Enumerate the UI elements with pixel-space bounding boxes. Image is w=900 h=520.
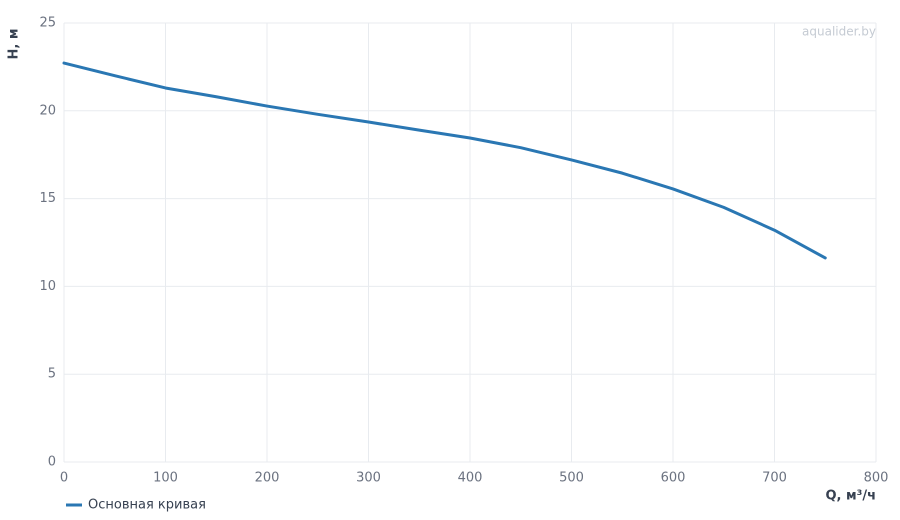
y-tick-label: 25 bbox=[39, 16, 56, 31]
x-tick-label: 300 bbox=[356, 471, 381, 486]
x-tick-label: 200 bbox=[255, 471, 280, 486]
y-tick-label: 5 bbox=[48, 367, 56, 382]
x-tick-label: 700 bbox=[762, 471, 787, 486]
y-tick-label: 20 bbox=[39, 103, 56, 118]
x-tick-label: 600 bbox=[661, 471, 686, 486]
series-line bbox=[62, 61, 827, 260]
y-tick-label: 10 bbox=[39, 279, 56, 294]
x-tick-label: 800 bbox=[864, 471, 889, 486]
y-tick-label: 15 bbox=[39, 191, 56, 206]
x-axis-title: Q, м³/ч bbox=[825, 489, 876, 504]
x-tick-label: 400 bbox=[458, 471, 483, 486]
watermark: aqualider.by bbox=[802, 25, 876, 39]
x-tick-label: 0 bbox=[60, 471, 68, 486]
x-tick-label: 100 bbox=[153, 471, 178, 486]
y-axis-title: H, м bbox=[7, 29, 22, 60]
x-tick-label: 500 bbox=[559, 471, 584, 486]
y-tick-label: 0 bbox=[48, 455, 56, 470]
legend-label: Основная кривая bbox=[88, 498, 206, 513]
